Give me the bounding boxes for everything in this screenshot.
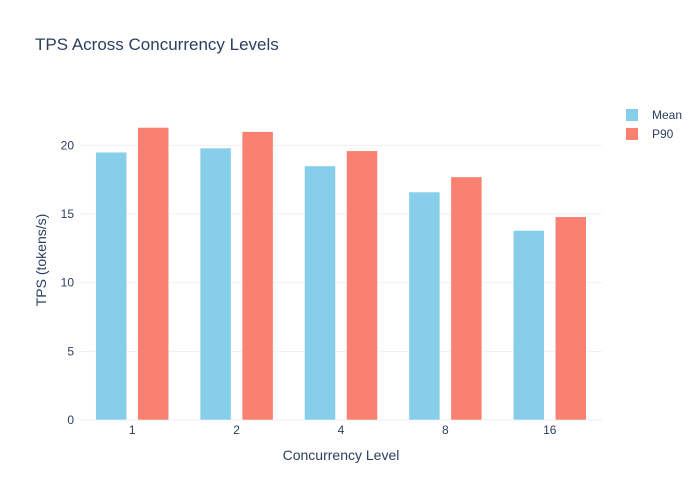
x-tick-label: 8 [442, 423, 449, 437]
legend-item-p90[interactable]: P90 [626, 127, 674, 141]
bar-mean-1[interactable] [95, 151, 127, 421]
y-axis-title: TPS (tokens/s) [33, 214, 49, 307]
x-tick-label: 1 [129, 423, 136, 437]
y-tick-label: 20 [61, 138, 75, 152]
legend-label: P90 [652, 127, 674, 141]
bar-p90-8[interactable] [450, 176, 483, 421]
bar-p90-2[interactable] [241, 131, 274, 421]
bar-mean-4[interactable] [304, 165, 336, 421]
y-tick-label: 0 [67, 413, 74, 427]
bar-mean-2[interactable] [199, 147, 232, 421]
legend-swatch [626, 109, 638, 121]
y-tick-label: 15 [61, 207, 75, 221]
bar-mean-16[interactable] [513, 230, 545, 421]
legend[interactable]: Mean P90 [626, 108, 682, 141]
y-tick-labels: 0 5 10 15 20 [61, 138, 75, 427]
x-tick-labels: 1 2 4 8 16 [129, 423, 557, 437]
x-axis-title: Concurrency Level [283, 447, 400, 463]
bar-p90-16[interactable] [555, 216, 587, 421]
legend-swatch [626, 128, 638, 140]
bar-p90-4[interactable] [346, 150, 378, 421]
chart-title: TPS Across Concurrency Levels [35, 35, 279, 54]
y-tick-label: 5 [67, 344, 74, 358]
bar-mean-8[interactable] [408, 191, 441, 421]
legend-label: Mean [652, 108, 682, 122]
x-tick-label: 16 [543, 423, 557, 437]
y-tick-label: 10 [61, 276, 75, 290]
x-tick-label: 4 [338, 423, 345, 437]
x-tick-label: 2 [233, 423, 240, 437]
bar-p90-1[interactable] [137, 127, 169, 421]
bars [95, 127, 587, 421]
legend-item-mean[interactable]: Mean [626, 108, 682, 122]
